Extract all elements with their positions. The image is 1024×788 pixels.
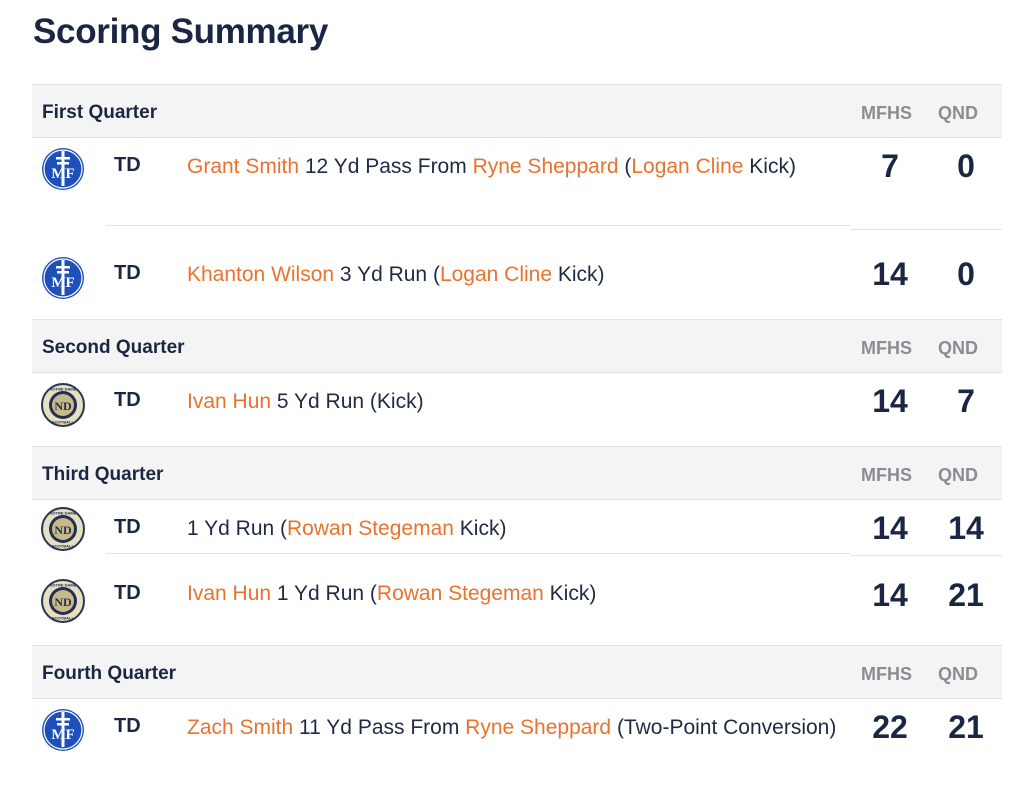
svg-text:NOTRE DAME: NOTRE DAME bbox=[50, 583, 77, 588]
scoring-play: MF TD Khanton Wilson 3 Yd Run (Logan Cli… bbox=[32, 246, 1002, 319]
play-text: Kick) bbox=[552, 263, 605, 286]
team-header-qnd: QND bbox=[938, 338, 978, 358]
player-link[interactable]: Grant Smith bbox=[187, 155, 300, 178]
play-text: (Two-Point Conversion) bbox=[611, 716, 837, 739]
score-mfhs: 14 bbox=[872, 510, 908, 546]
quarter-name: First Quarter bbox=[42, 102, 158, 123]
row-divider bbox=[851, 555, 1002, 556]
play-text: 1 Yd Run ( bbox=[271, 582, 377, 605]
play-text: 1 Yd Run ( bbox=[187, 517, 288, 540]
scoring-play: ND NOTRE DAME FOOTBALL TD 1 Yd Run (Rowan … bbox=[32, 500, 1002, 556]
play-description: Grant Smith 12 Yd Pass From Ryne Sheppar… bbox=[187, 150, 847, 183]
score-mfhs: 14 bbox=[872, 383, 908, 419]
score-qnd: 21 bbox=[948, 577, 984, 613]
quarter-name: Second Quarter bbox=[42, 337, 185, 358]
svg-text:NOTRE DAME: NOTRE DAME bbox=[50, 387, 77, 392]
play-type: TD bbox=[114, 715, 141, 737]
mf-logo-icon: MF bbox=[41, 147, 85, 191]
score-qnd: 0 bbox=[957, 148, 975, 184]
row-divider bbox=[106, 225, 850, 226]
player-link[interactable]: Zach Smith bbox=[187, 716, 294, 739]
play-text: Kick) bbox=[543, 582, 597, 605]
team-header-mfhs: MFHS bbox=[861, 664, 912, 684]
player-link[interactable]: Logan Cline bbox=[631, 155, 744, 178]
play-type: TD bbox=[114, 154, 141, 176]
score-qnd: 7 bbox=[957, 383, 975, 419]
player-link[interactable]: Khanton Wilson bbox=[187, 263, 335, 286]
svg-text:FOOTBALL: FOOTBALL bbox=[52, 420, 74, 425]
score-mfhs: 7 bbox=[881, 148, 899, 184]
play-description: Zach Smith 11 Yd Pass From Ryne Sheppard… bbox=[187, 711, 847, 744]
quarter-header-first: First Quarter MFHS QND bbox=[32, 84, 1002, 138]
player-link[interactable]: Ivan Hun bbox=[187, 390, 272, 413]
team-header-mfhs: MFHS bbox=[861, 338, 912, 358]
svg-text:ND: ND bbox=[54, 399, 72, 413]
play-text: 5 Yd Run (Kick) bbox=[271, 390, 424, 413]
quarter-header-second: Second Quarter MFHS QND bbox=[32, 319, 1002, 373]
svg-text:FOOTBALL: FOOTBALL bbox=[52, 544, 74, 549]
player-link[interactable]: Ryne Sheppard bbox=[465, 716, 612, 739]
team-header-mfhs: MFHS bbox=[861, 465, 912, 485]
mf-logo-icon: MF bbox=[41, 708, 85, 752]
play-text: Kick) bbox=[453, 517, 507, 540]
scoring-play: ND NOTRE DAME FOOTBALL TD Ivan Hun 1 Yd Ru… bbox=[32, 574, 1002, 645]
quarter-header-third: Third Quarter MFHS QND bbox=[32, 446, 1002, 500]
score-qnd: 0 bbox=[957, 256, 975, 292]
player-link[interactable]: Rowan Stegeman bbox=[287, 517, 454, 540]
play-description: Ivan Hun 1 Yd Run (Rowan Stegeman Kick) bbox=[187, 577, 847, 610]
player-link[interactable]: Ryne Sheppard bbox=[472, 155, 619, 178]
score-qnd: 14 bbox=[948, 510, 984, 546]
svg-text:MF: MF bbox=[51, 166, 74, 182]
scoring-play: MF TD Zach Smith 11 Yd Pass From Ryne Sh… bbox=[32, 699, 1002, 787]
player-link[interactable]: Logan Cline bbox=[439, 263, 553, 286]
scoring-play: ND NOTRE DAME FOOTBALL TD Ivan Hun 5 Yd Ru… bbox=[32, 373, 1002, 446]
quarter-name: Fourth Quarter bbox=[42, 663, 177, 684]
nd-logo-icon: ND NOTRE DAME FOOTBALL bbox=[41, 507, 85, 551]
quarter-name: Third Quarter bbox=[42, 464, 164, 485]
play-text: 3 Yd Run ( bbox=[334, 263, 440, 286]
nd-logo-icon: ND NOTRE DAME FOOTBALL bbox=[41, 383, 85, 427]
play-description: 1 Yd Run (Rowan Stegeman Kick) bbox=[187, 512, 847, 545]
scoring-summary: First Quarter MFHS QND MF TD Grant Smith… bbox=[32, 84, 1002, 787]
team-header-qnd: QND bbox=[938, 465, 978, 485]
team-header-mfhs: MFHS bbox=[861, 103, 912, 123]
svg-text:MF: MF bbox=[51, 275, 74, 291]
score-qnd: 21 bbox=[948, 709, 984, 745]
score-mfhs: 22 bbox=[872, 709, 908, 745]
row-divider bbox=[851, 229, 1002, 230]
team-header-qnd: QND bbox=[938, 664, 978, 684]
play-description: Khanton Wilson 3 Yd Run (Logan Cline Kic… bbox=[187, 258, 847, 291]
player-link[interactable]: Ivan Hun bbox=[187, 582, 272, 605]
play-type: TD bbox=[114, 582, 141, 604]
svg-text:FOOTBALL: FOOTBALL bbox=[52, 616, 74, 621]
nd-logo-icon: ND NOTRE DAME FOOTBALL bbox=[41, 579, 85, 623]
team-header-qnd: QND bbox=[938, 103, 978, 123]
play-type: TD bbox=[114, 516, 141, 538]
mf-logo-icon: MF bbox=[41, 256, 85, 300]
play-text: 11 Yd Pass From bbox=[293, 716, 466, 739]
play-text: Kick) bbox=[743, 155, 796, 178]
score-mfhs: 14 bbox=[872, 577, 908, 613]
svg-text:MF: MF bbox=[51, 727, 74, 743]
row-divider bbox=[106, 553, 850, 554]
play-description: Ivan Hun 5 Yd Run (Kick) bbox=[187, 385, 847, 418]
svg-text:ND: ND bbox=[54, 523, 72, 537]
svg-text:ND: ND bbox=[54, 595, 72, 609]
score-mfhs: 14 bbox=[872, 256, 908, 292]
page-title: Scoring Summary bbox=[33, 12, 329, 51]
svg-text:NOTRE DAME: NOTRE DAME bbox=[50, 511, 77, 516]
play-text: ( bbox=[618, 155, 632, 178]
play-type: TD bbox=[114, 389, 141, 411]
player-link[interactable]: Rowan Stegeman bbox=[376, 582, 544, 605]
play-type: TD bbox=[114, 262, 141, 284]
play-text: 12 Yd Pass From bbox=[299, 155, 473, 178]
quarter-header-fourth: Fourth Quarter MFHS QND bbox=[32, 645, 1002, 699]
scoring-play: MF TD Grant Smith 12 Yd Pass From Ryne S… bbox=[32, 138, 1002, 230]
